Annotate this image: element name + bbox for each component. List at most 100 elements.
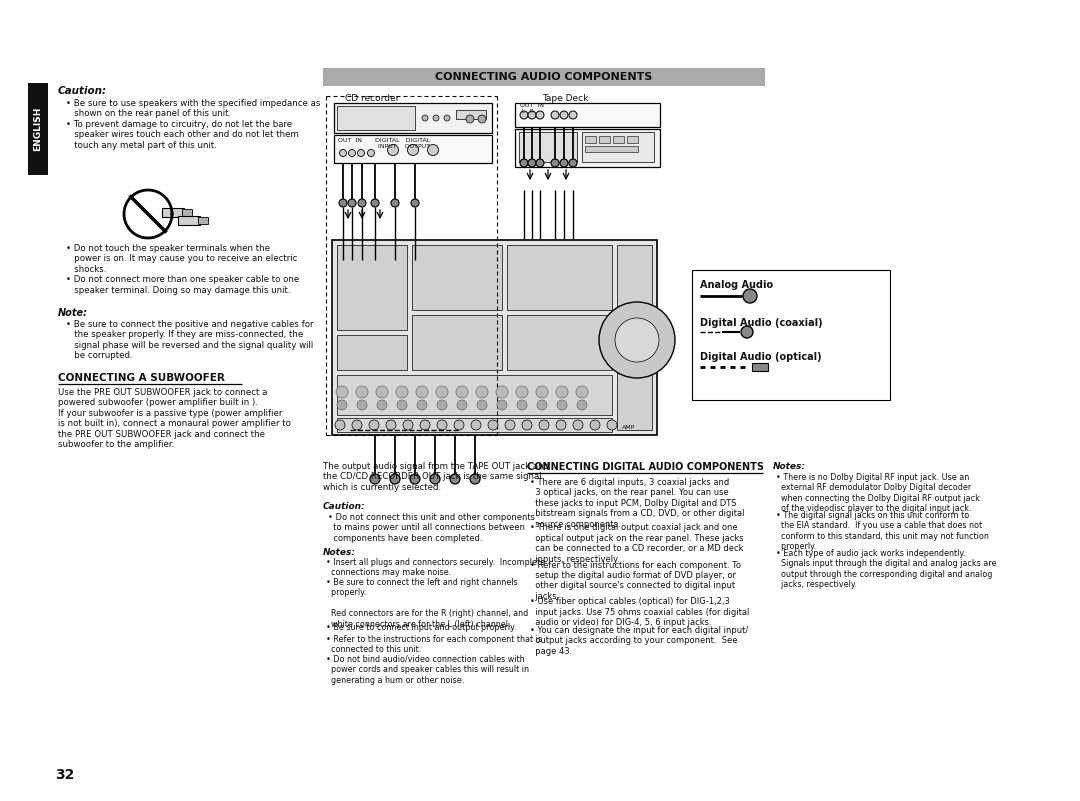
Circle shape [411, 199, 419, 207]
Circle shape [536, 111, 544, 119]
Circle shape [556, 420, 566, 430]
Circle shape [444, 115, 450, 121]
Text: Digital Audio (coaxial): Digital Audio (coaxial) [700, 318, 823, 328]
Text: Use the PRE OUT SUBWOOFER jack to connect a
powered subwoofer (power amplifier b: Use the PRE OUT SUBWOOFER jack to connec… [58, 388, 291, 449]
Circle shape [339, 199, 347, 207]
Circle shape [471, 420, 481, 430]
Circle shape [386, 420, 396, 430]
Text: • There are 6 digital inputs, 3 coaxial jacks and
  3 optical jacks, on the rear: • There are 6 digital inputs, 3 coaxial … [530, 478, 744, 529]
Circle shape [357, 199, 366, 207]
Circle shape [569, 159, 577, 167]
Text: Notes:: Notes: [323, 548, 356, 557]
Circle shape [556, 386, 568, 398]
Text: Digital Audio (optical): Digital Audio (optical) [700, 352, 822, 362]
Text: • Refer to the instructions for each component that is
  connected to this unit.: • Refer to the instructions for each com… [326, 635, 542, 654]
Text: The output audio signal from the TAPE OUT jack and
the CD/CD RECORDER OUT jack i: The output audio signal from the TAPE OU… [323, 462, 549, 492]
Circle shape [615, 318, 659, 362]
Circle shape [743, 289, 757, 303]
Circle shape [522, 420, 532, 430]
Circle shape [450, 474, 460, 484]
Bar [334, 103, 492, 133]
Circle shape [420, 420, 430, 430]
Bar [692, 270, 890, 400]
Circle shape [476, 386, 488, 398]
Bar [28, 83, 48, 175]
Circle shape [391, 199, 399, 207]
Circle shape [410, 474, 420, 484]
Text: INPUT    OUTPUT: INPUT OUTPUT [378, 144, 430, 149]
Bar [507, 315, 612, 370]
Circle shape [356, 386, 368, 398]
Circle shape [377, 400, 387, 410]
Circle shape [516, 386, 528, 398]
Text: AMP: AMP [622, 425, 635, 430]
Text: • Be sure to connect the left and right channels
  properly.

  Red connectors a: • Be sure to connect the left and right … [326, 578, 528, 629]
Circle shape [349, 150, 355, 156]
Circle shape [497, 400, 507, 410]
Circle shape [397, 400, 407, 410]
Circle shape [407, 144, 419, 155]
Circle shape [348, 199, 356, 207]
Circle shape [357, 400, 367, 410]
Text: CONNECTING A SUBWOOFER: CONNECTING A SUBWOOFER [58, 373, 225, 383]
Text: • Use fiber optical cables (optical) for DIG-1,2,3
  input jacks. Use 75 ohms co: • Use fiber optical cables (optical) for… [530, 598, 750, 627]
Bar [337, 418, 612, 432]
Circle shape [528, 159, 536, 167]
Text: ENGLISH: ENGLISH [33, 107, 42, 151]
Circle shape [519, 111, 528, 119]
Circle shape [337, 400, 347, 410]
Bar [183, 209, 192, 216]
Bar [627, 136, 638, 143]
Bar [613, 136, 624, 143]
Circle shape [339, 150, 347, 156]
Text: • Each type of audio jack works independently.
  Signals input through the digit: • Each type of audio jack works independ… [777, 549, 997, 590]
Circle shape [372, 199, 379, 207]
Circle shape [561, 159, 568, 167]
Circle shape [388, 144, 399, 155]
Circle shape [422, 115, 428, 121]
Circle shape [390, 474, 400, 484]
Bar [599, 136, 610, 143]
Circle shape [551, 111, 559, 119]
Circle shape [505, 420, 515, 430]
Bar [323, 68, 765, 86]
Bar [456, 110, 486, 119]
Circle shape [577, 400, 588, 410]
Bar [332, 240, 657, 435]
Text: Analog Audio: Analog Audio [700, 280, 773, 290]
Circle shape [537, 400, 546, 410]
Text: • Do not bind audio/video connection cables with
  power cords and speaker cable: • Do not bind audio/video connection cab… [326, 655, 529, 685]
Bar [198, 217, 208, 224]
Bar [752, 363, 768, 371]
Circle shape [536, 159, 544, 167]
Circle shape [417, 400, 427, 410]
Circle shape [457, 400, 467, 410]
Circle shape [357, 150, 365, 156]
Circle shape [557, 400, 567, 410]
Bar [337, 245, 407, 330]
Circle shape [336, 386, 348, 398]
Circle shape [539, 420, 549, 430]
Circle shape [478, 115, 486, 123]
Circle shape [477, 400, 487, 410]
Circle shape [741, 326, 753, 338]
Text: Notes:: Notes: [773, 462, 806, 471]
Bar [507, 245, 612, 310]
Circle shape [607, 420, 617, 430]
Text: • Be sure to use speakers with the specified impedance as
   shown on the rear p: • Be sure to use speakers with the speci… [66, 99, 321, 150]
Circle shape [573, 420, 583, 430]
Circle shape [376, 386, 388, 398]
Circle shape [576, 386, 588, 398]
Text: Caution:: Caution: [323, 502, 366, 511]
Bar [519, 132, 577, 162]
Text: • The digital signal jacks on this unit conform to
  the EIA standard.  If you u: • The digital signal jacks on this unit … [777, 511, 989, 551]
Text: DIGITAL   DIGITAL: DIGITAL DIGITAL [375, 138, 430, 143]
Text: Tape Deck: Tape Deck [542, 94, 589, 103]
Circle shape [551, 159, 559, 167]
Bar [585, 136, 596, 143]
Text: • Insert all plugs and connectors securely.  Incomplete
  connections may make n: • Insert all plugs and connectors secure… [326, 558, 545, 578]
Circle shape [519, 159, 528, 167]
Text: OUT  IN: OUT IN [338, 138, 362, 143]
Circle shape [430, 474, 440, 484]
Circle shape [454, 420, 464, 430]
